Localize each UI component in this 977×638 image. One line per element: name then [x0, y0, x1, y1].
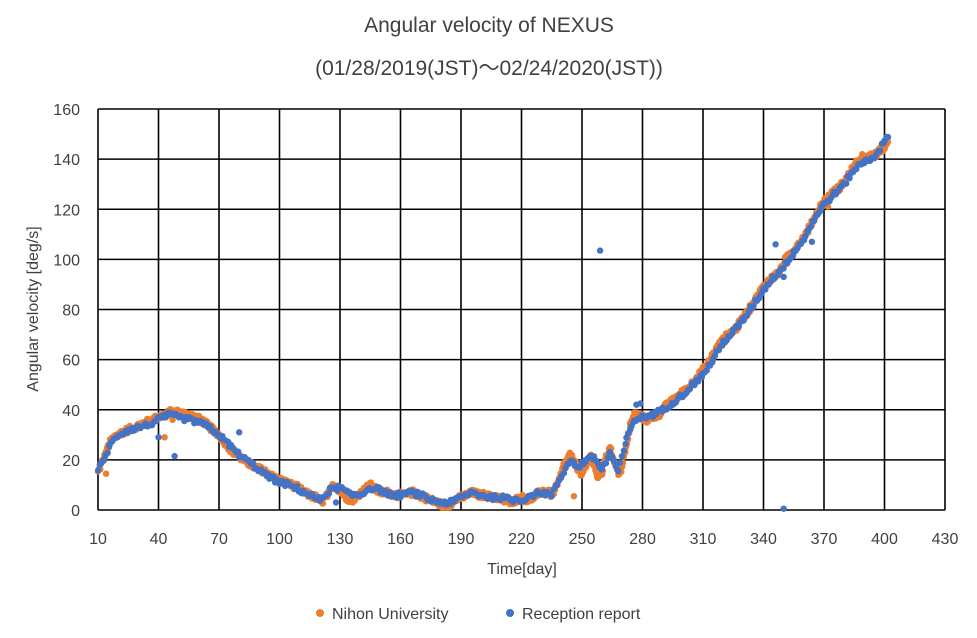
y-tick-label: 100 — [53, 252, 80, 269]
legend-marker — [506, 609, 514, 617]
data-point — [884, 133, 892, 141]
x-tick-label: 430 — [932, 531, 959, 548]
y-tick-label: 140 — [53, 152, 80, 169]
x-tick-label: 160 — [387, 531, 414, 548]
data-point — [104, 449, 111, 457]
data-point — [846, 175, 853, 182]
x-tick-label: 130 — [327, 531, 354, 548]
legend-label: Reception report — [522, 606, 641, 623]
data-point — [598, 466, 606, 473]
data-point — [750, 302, 757, 310]
data-point — [811, 217, 818, 224]
data-point — [808, 238, 816, 245]
data-point — [293, 483, 301, 490]
x-tick-label: 10 — [89, 531, 107, 548]
data-point — [155, 434, 162, 441]
chart-subtitle: (01/28/2019(JST)～02/24/2020(JST)) — [315, 57, 663, 80]
data-point — [615, 468, 622, 475]
plot-area — [97, 108, 946, 511]
x-tick-label: 250 — [569, 531, 596, 548]
y-tick-label: 120 — [53, 202, 80, 219]
data-point — [843, 180, 850, 187]
series-layer — [94, 133, 892, 512]
x-tick-label: 310 — [690, 531, 717, 548]
y-tick-label: 80 — [62, 303, 80, 320]
data-point — [249, 459, 257, 467]
x-tick-label: 70 — [210, 531, 228, 548]
data-point — [102, 470, 110, 477]
y-tick-label: 20 — [62, 453, 80, 470]
x-tick-label: 370 — [811, 531, 838, 548]
data-point — [610, 457, 617, 464]
data-point — [743, 312, 751, 319]
series-0 — [94, 136, 892, 511]
data-point — [772, 241, 779, 248]
data-point — [780, 505, 787, 512]
data-point — [616, 459, 624, 466]
data-point — [620, 447, 628, 454]
data-point — [169, 416, 176, 423]
data-point — [686, 386, 693, 393]
data-point — [602, 459, 610, 467]
x-axis-title: Time[day] — [487, 561, 557, 578]
data-point — [171, 452, 178, 460]
data-point — [606, 448, 614, 456]
x-tick-label: 400 — [871, 531, 898, 548]
data-point — [325, 490, 333, 497]
data-point — [859, 150, 866, 158]
data-point — [570, 493, 578, 500]
data-point — [548, 493, 555, 500]
legend: Nihon University Reception report — [316, 606, 641, 623]
data-point — [762, 286, 769, 293]
x-tick-label: 190 — [448, 531, 475, 548]
y-tick-label: 40 — [62, 403, 80, 420]
y-tick-label: 60 — [62, 353, 80, 370]
data-point — [780, 273, 787, 281]
x-tick-label: 280 — [629, 531, 656, 548]
data-point — [95, 467, 102, 474]
data-point — [161, 434, 168, 441]
legend-label: Nihon University — [332, 606, 448, 623]
data-point — [695, 378, 702, 385]
x-tick-label: 220 — [508, 531, 535, 548]
data-point — [780, 265, 787, 272]
data-point — [807, 223, 815, 230]
x-tick-label: 40 — [150, 531, 168, 548]
series-1 — [95, 133, 892, 512]
data-point — [596, 247, 604, 254]
data-point — [332, 499, 340, 506]
x-tick-label: 100 — [266, 531, 293, 548]
data-point — [703, 367, 710, 374]
data-point — [802, 233, 809, 240]
y-axis-title: Angular velocity [deg/s] — [25, 226, 42, 391]
legend-marker — [316, 609, 324, 617]
data-point — [876, 147, 884, 154]
axis-labels: 10 40 70 100 130 160 190 220 250 280 310 340 370 400 4… — [53, 102, 958, 548]
x-tick-label: 340 — [750, 531, 777, 548]
data-point — [622, 440, 629, 448]
data-point — [618, 453, 626, 460]
y-tick-label: 160 — [53, 102, 80, 119]
data-point — [236, 429, 243, 436]
chart-title: Angular velocity of NEXUS — [364, 14, 614, 37]
data-point — [637, 400, 644, 407]
y-tick-label: 0 — [71, 503, 80, 520]
data-point — [560, 469, 568, 477]
